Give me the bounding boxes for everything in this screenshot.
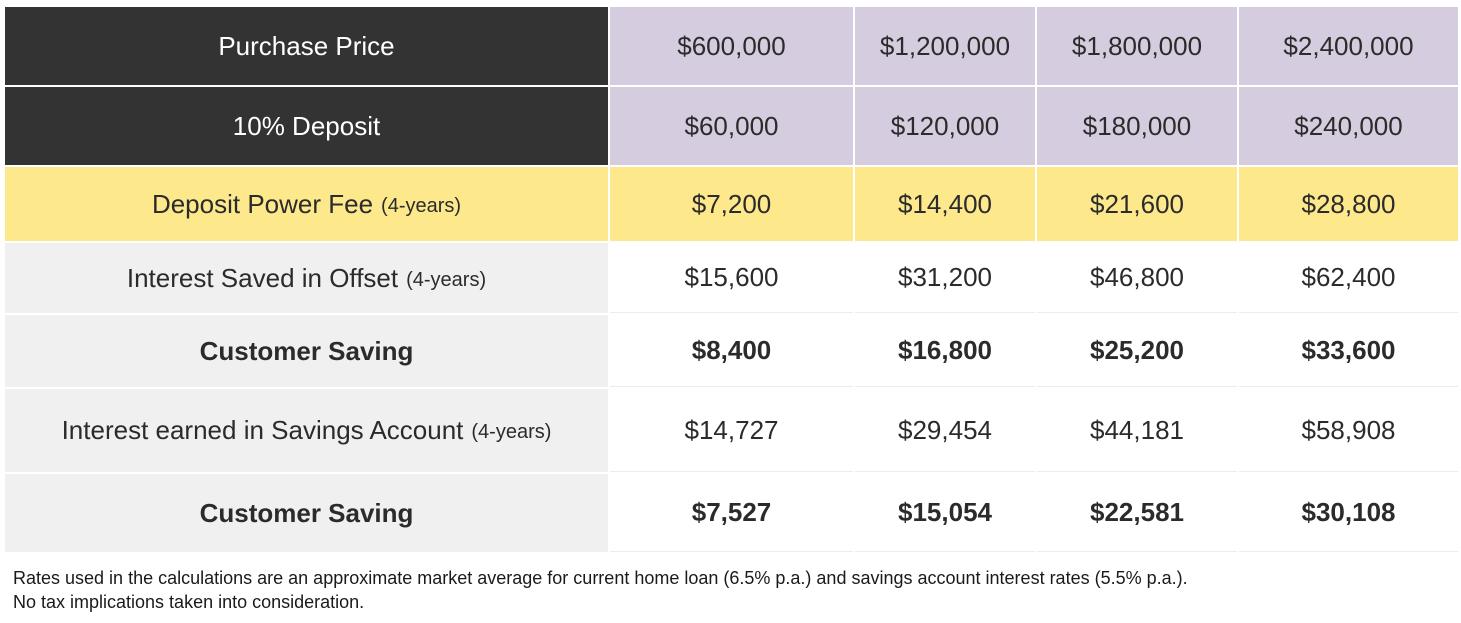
table-cell: $15,600 bbox=[610, 243, 853, 313]
table-cell: $15,054 bbox=[855, 474, 1035, 552]
row-label-note: (4-years) bbox=[471, 421, 552, 443]
table-cell: $1,200,000 bbox=[855, 7, 1035, 85]
table-cell: $240,000 bbox=[1239, 87, 1458, 165]
table-cell: $7,200 bbox=[610, 167, 853, 241]
table-cell: $30,108 bbox=[1239, 474, 1458, 552]
row-label-cell: Deposit Power Fee (4-years) bbox=[5, 167, 608, 241]
table-cell: $8,400 bbox=[610, 315, 853, 387]
table-cell: $22,581 bbox=[1037, 474, 1237, 552]
table-cell: $44,181 bbox=[1037, 389, 1237, 472]
footnote-line: Rates used in the calculations are an ap… bbox=[13, 568, 1188, 588]
footnote: Rates used in the calculations are an ap… bbox=[13, 566, 1188, 614]
row-label: Customer Saving bbox=[5, 474, 608, 552]
table-cell: $120,000 bbox=[855, 87, 1035, 165]
table-cell: $1,800,000 bbox=[1037, 7, 1237, 85]
footnote-line: No tax implications taken into considera… bbox=[13, 592, 365, 612]
row-label-cell: Interest earned in Savings Account (4-ye… bbox=[5, 389, 608, 472]
row-label: Customer Saving bbox=[5, 315, 608, 387]
table-cell: $62,400 bbox=[1239, 243, 1458, 313]
row-label: Deposit Power Fee bbox=[151, 188, 374, 219]
row-label: Purchase Price bbox=[5, 7, 608, 85]
table-cell: $600,000 bbox=[610, 7, 853, 85]
table-cell: $58,908 bbox=[1239, 389, 1458, 472]
row-label: 10% Deposit bbox=[5, 87, 608, 165]
table-cell: $25,200 bbox=[1037, 315, 1237, 387]
row-label-note: (4-years) bbox=[406, 268, 487, 291]
table-cell: $2,400,000 bbox=[1239, 7, 1458, 85]
table-cell: $29,454 bbox=[855, 389, 1035, 472]
savings-comparison-table: Purchase Price $600,000 $1,200,000 $1,80… bbox=[5, 7, 1458, 552]
table-cell: $31,200 bbox=[855, 243, 1035, 313]
row-label-note: (4-years) bbox=[381, 194, 462, 217]
table-cell: $14,727 bbox=[610, 389, 853, 472]
table-cell: $28,800 bbox=[1239, 167, 1458, 241]
table-cell: $33,600 bbox=[1239, 315, 1458, 387]
table-cell: $7,527 bbox=[610, 474, 853, 552]
row-label-cell: Interest Saved in Offset (4-years) bbox=[5, 243, 608, 313]
row-label: Interest earned in Savings Account bbox=[61, 415, 464, 445]
table-cell: $21,600 bbox=[1037, 167, 1237, 241]
table-cell: $14,400 bbox=[855, 167, 1035, 241]
table-cell: $60,000 bbox=[610, 87, 853, 165]
table-cell: $180,000 bbox=[1037, 87, 1237, 165]
table-cell: $16,800 bbox=[855, 315, 1035, 387]
table-cell: $46,800 bbox=[1037, 243, 1237, 313]
row-label: Interest Saved in Offset bbox=[126, 262, 399, 293]
